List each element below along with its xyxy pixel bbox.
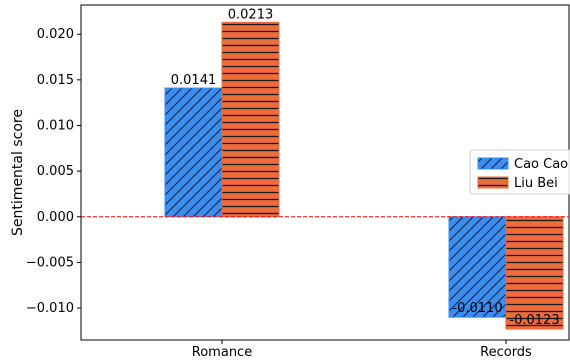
legend-swatch-cao-cao: [477, 157, 509, 170]
data-label: 0.0141: [171, 73, 217, 88]
y-tick-label: 0.020: [37, 27, 74, 42]
legend-swatch-liu-bei: [477, 176, 509, 189]
y-tick-label: −0.005: [26, 255, 74, 270]
y-tick-label: 0.005: [37, 164, 74, 179]
y-axis-label: Sentimental score: [10, 109, 26, 236]
y-tick-label: 0.000: [37, 210, 74, 225]
data-label: 0.0213: [228, 7, 274, 22]
y-tick-label: −0.010: [26, 301, 74, 316]
legend-label-cao-cao: Cao Cao: [514, 157, 568, 172]
y-tick-label: 0.015: [37, 73, 74, 88]
bar-cao-cao-romance: [164, 87, 223, 218]
data-label: -0.0110: [452, 301, 502, 316]
x-tick-label: Records: [480, 345, 532, 360]
y-tick-label: 0.010: [37, 118, 74, 133]
legend-label-liu-bei: Liu Bei: [514, 176, 558, 191]
data-label: -0.0123: [509, 313, 559, 328]
bar-liu-bei-romance: [221, 21, 280, 218]
x-tick-label: Romance: [192, 345, 252, 360]
bar-cao-cao-records: [448, 216, 507, 318]
